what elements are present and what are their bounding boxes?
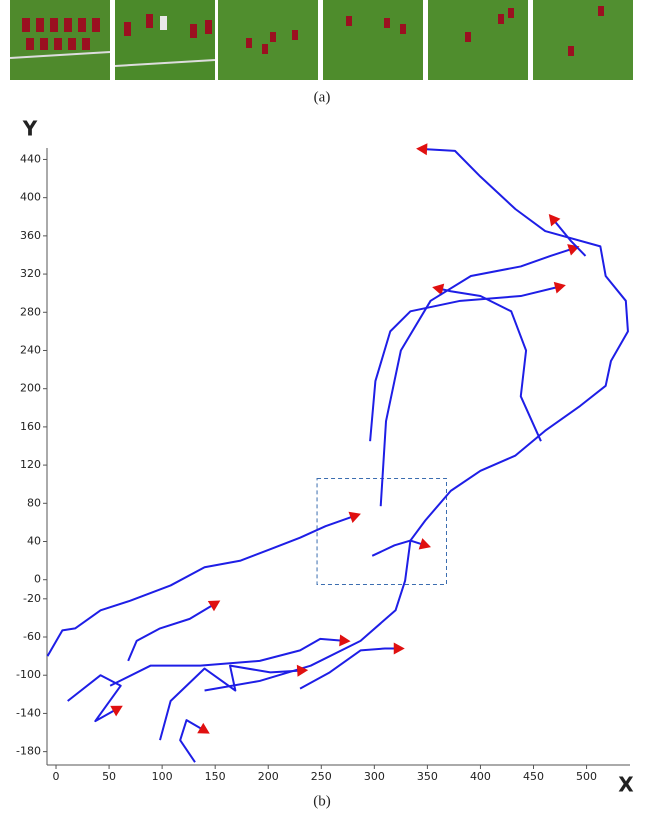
arrow-head [416, 143, 428, 156]
arrow-head [296, 664, 309, 677]
x-tick-label: 350 [417, 770, 438, 783]
arrow-head [432, 283, 445, 296]
trajectory [179, 719, 206, 763]
photo-strip [9, 0, 633, 80]
x-axis-label: X [618, 773, 634, 797]
arrow-head [348, 511, 361, 524]
arrow-head [207, 600, 221, 612]
y-tick-label: 320 [20, 267, 41, 280]
arrow-head [110, 705, 123, 717]
y-tick-label: 40 [27, 535, 41, 548]
caption: (b) [313, 793, 331, 809]
arrow-head [418, 538, 431, 550]
x-tick-label: 0 [53, 770, 60, 783]
trajectory [371, 539, 426, 557]
trajectory [67, 674, 122, 723]
trajectory [46, 514, 356, 657]
x-tick-label: 400 [470, 770, 491, 783]
trajectory [379, 247, 575, 507]
x-tick-label: 50 [102, 770, 116, 783]
x-tick-label: 450 [523, 770, 544, 783]
x-tick-label: 250 [311, 770, 332, 783]
y-tick-label: 80 [27, 496, 41, 509]
trajectory [369, 285, 561, 442]
trajectory [159, 664, 303, 741]
y-tick-label: 240 [20, 343, 41, 356]
x-tick-label: 150 [205, 770, 226, 783]
y-tick-label: 0 [34, 573, 41, 586]
trajectory [299, 647, 399, 690]
arrow-head [197, 722, 210, 734]
y-tick-label: -140 [16, 706, 41, 719]
y-tick-label: -100 [16, 668, 41, 681]
trajectory [437, 287, 542, 442]
arrow-head [548, 214, 561, 227]
y-tick-label: -20 [23, 592, 41, 605]
trajectory [109, 637, 345, 687]
x-tick-label: 500 [576, 770, 597, 783]
y-tick-label: -60 [23, 630, 41, 643]
y-tick-label: 280 [20, 305, 41, 318]
x-tick-label: 300 [364, 770, 385, 783]
y-tick-label: 120 [20, 458, 41, 471]
y-tick-label: 160 [20, 420, 41, 433]
x-tick-label: 200 [258, 770, 279, 783]
trajectory [204, 147, 629, 692]
x-tick-label: 100 [152, 770, 173, 783]
y-tick-label: 200 [20, 382, 41, 395]
y-tick-label: 440 [20, 152, 41, 165]
y-axis-label: Y [22, 117, 38, 141]
y-tick-label: 400 [20, 191, 41, 204]
panel-label: (a) [314, 89, 331, 105]
arrow-head [339, 634, 351, 647]
trajectory [551, 218, 587, 257]
arrow-head [393, 642, 405, 655]
arrow-head [553, 281, 566, 294]
y-tick-label: -180 [16, 745, 41, 758]
y-tick-label: 360 [20, 229, 41, 242]
trajectory [127, 602, 216, 662]
